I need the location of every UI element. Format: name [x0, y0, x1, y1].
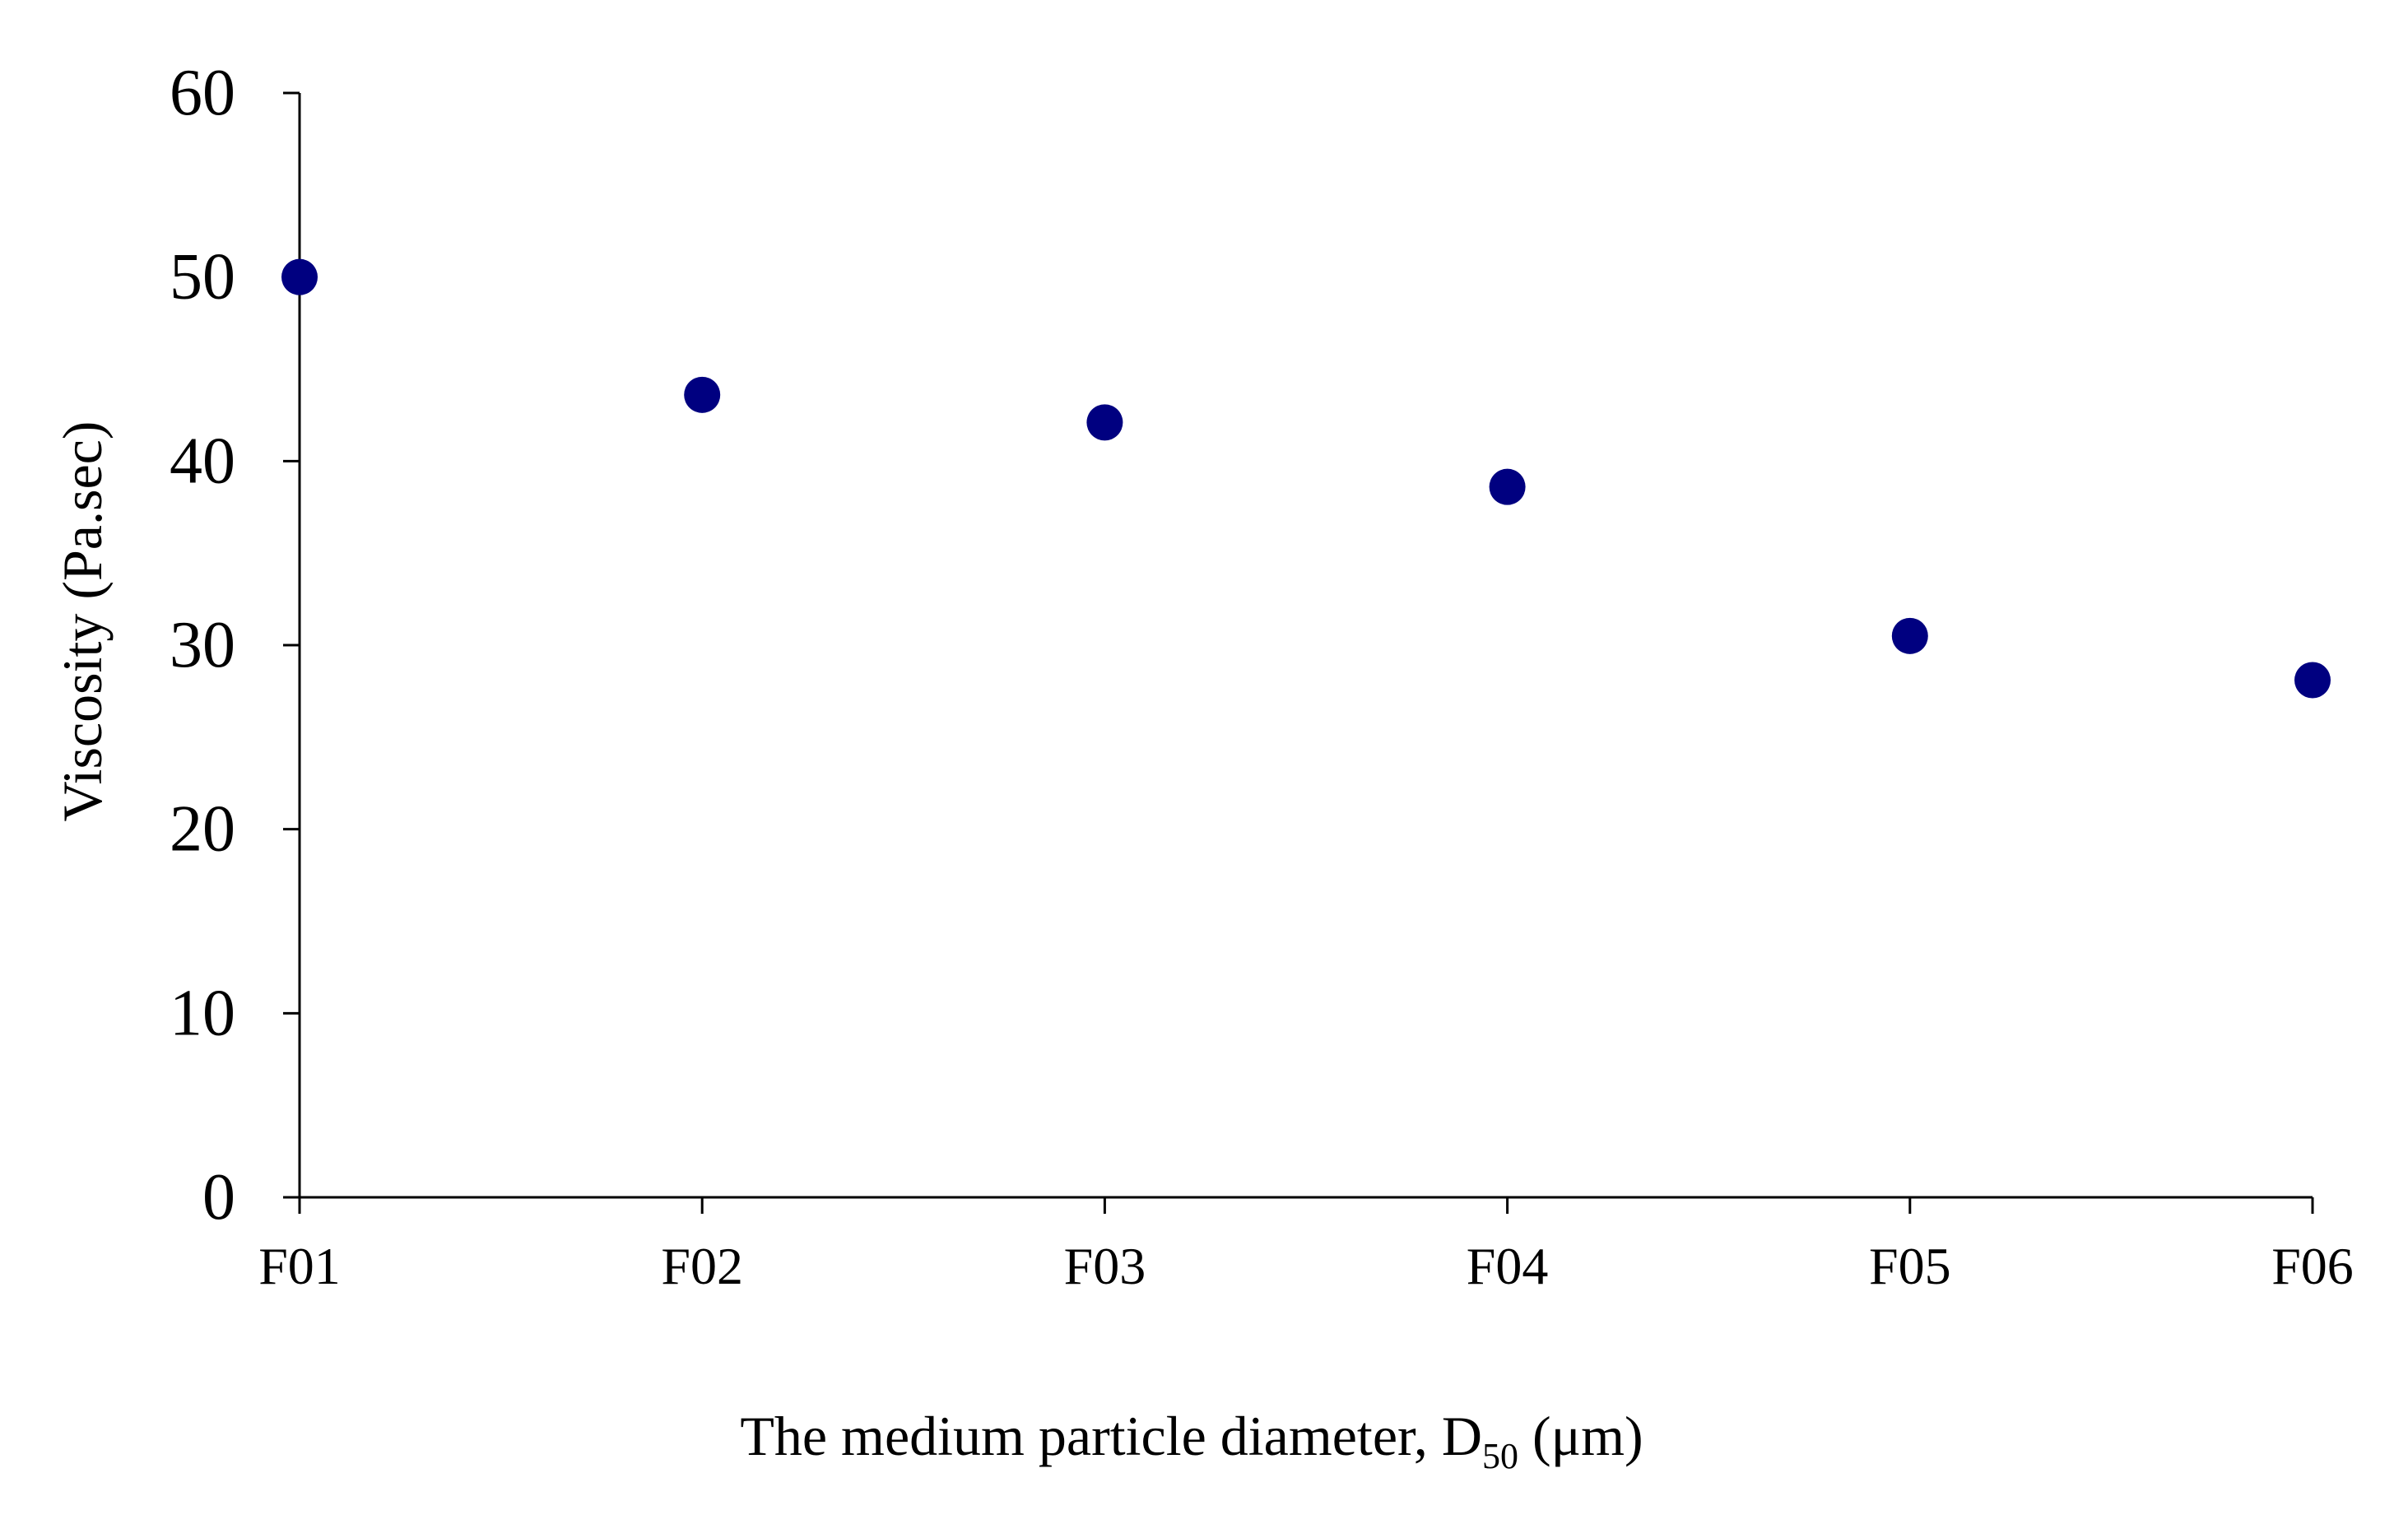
data-point-f05	[1891, 617, 1928, 654]
x-ticks: F01 F02 F03 F04 F05 F06	[258, 1197, 2354, 1295]
data-point-f06	[2294, 662, 2331, 699]
x-axis-title-main: The medium particle diameter, D	[740, 1405, 1482, 1467]
x-tick-label-f04: F04	[1467, 1237, 1549, 1295]
data-point-f01	[281, 258, 318, 295]
y-tick-label: 40	[170, 425, 235, 497]
x-tick-label-f02: F02	[661, 1237, 743, 1295]
x-axis-title-subscript: 50	[1482, 1436, 1518, 1476]
axes	[298, 93, 2313, 1199]
x-tick-label-f05: F05	[1869, 1237, 1951, 1295]
data-point-f02	[684, 376, 721, 413]
y-ticks: 0 10 20 30 40 50 60	[170, 57, 300, 1234]
y-axis-title: Viscosity (Pa.sec)	[51, 421, 114, 822]
data-point-f03	[1086, 404, 1123, 441]
x-tick-label-f06: F06	[2271, 1237, 2354, 1295]
x-axis-title: The medium particle diameter, D50 (μm)	[740, 1405, 1643, 1476]
x-tick-label-f03: F03	[1064, 1237, 1146, 1295]
x-tick-label-f01: F01	[258, 1237, 341, 1295]
y-tick-label: 0	[202, 1161, 235, 1234]
y-tick-label: 30	[170, 609, 235, 681]
y-tick-label: 10	[170, 977, 235, 1049]
y-tick-label: 20	[170, 793, 235, 866]
data-points	[281, 258, 2331, 699]
data-point-f04	[1489, 468, 1526, 505]
y-tick-label: 50	[170, 241, 235, 314]
y-tick-label: 60	[170, 57, 235, 129]
x-axis-title-unit: (μm)	[1518, 1405, 1643, 1467]
